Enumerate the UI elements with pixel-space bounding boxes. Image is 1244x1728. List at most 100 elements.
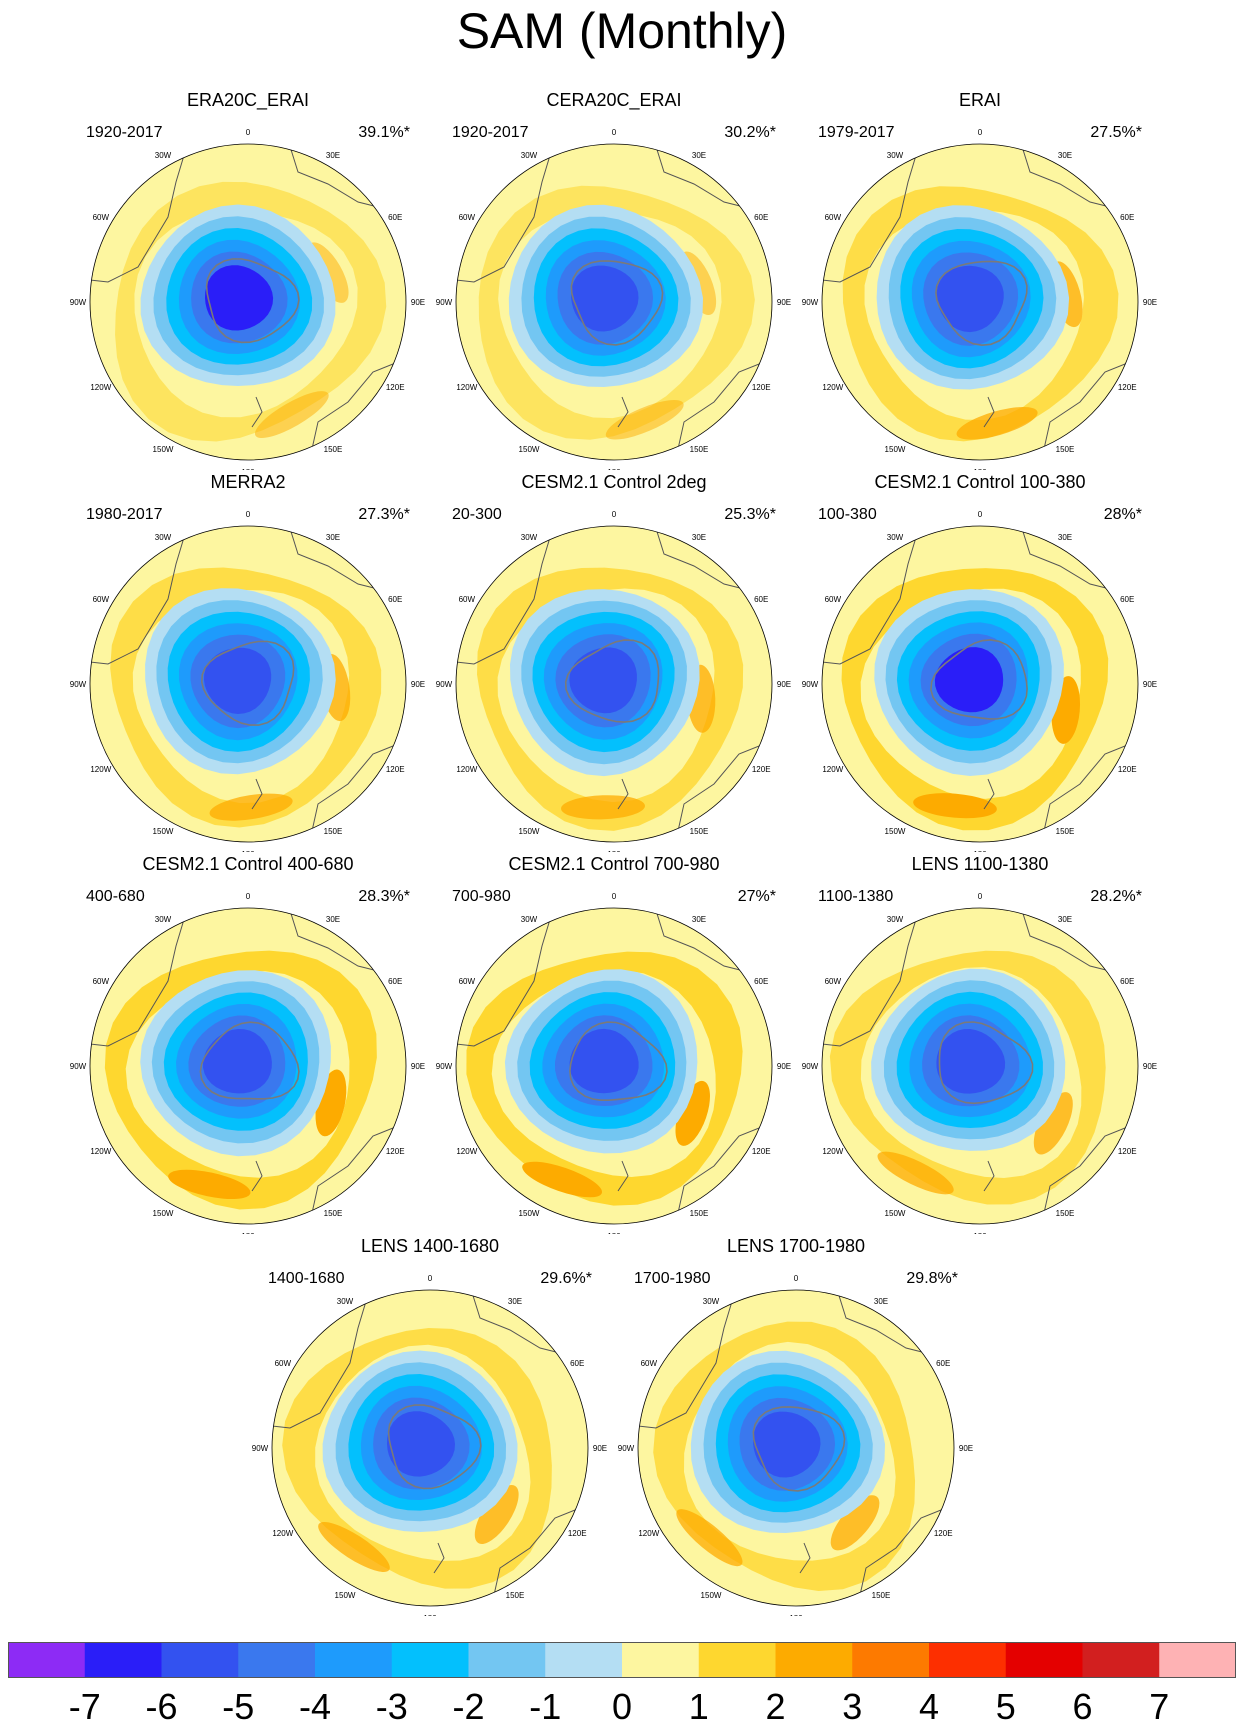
map-border bbox=[821, 525, 1139, 843]
longitude-label: 120E bbox=[386, 1147, 405, 1156]
longitude-label: 120W bbox=[822, 383, 843, 392]
africa-outline bbox=[835, 1290, 927, 1354]
colorbar-label: -4 bbox=[298, 1686, 331, 1727]
longitude-label: 30E bbox=[1058, 151, 1072, 160]
australia-outline bbox=[307, 743, 399, 842]
longitude-label: 30E bbox=[1058, 915, 1072, 924]
colorbar-swatch bbox=[852, 1642, 930, 1678]
longitude-label: 30E bbox=[874, 1297, 888, 1306]
longitude-label: 90W bbox=[70, 298, 87, 307]
colorbar-label: -2 bbox=[452, 1686, 485, 1727]
longitude-label: 30E bbox=[326, 915, 340, 924]
panel-period: 100-380 bbox=[818, 506, 877, 523]
longitude-label: 120E bbox=[568, 1529, 587, 1538]
australia-outline bbox=[1039, 361, 1131, 460]
longitude-label: 180 bbox=[241, 1232, 255, 1234]
longitude-label: 60E bbox=[754, 977, 768, 986]
longitude-label: 150W bbox=[153, 827, 174, 836]
longitude-label: 90W bbox=[436, 298, 453, 307]
panel-variance: 39.1%* bbox=[358, 124, 410, 141]
africa-outline bbox=[1019, 144, 1111, 208]
negative-anomaly-low bbox=[510, 589, 700, 777]
longitude-label: 150W bbox=[335, 1591, 356, 1600]
antarctica-coastline bbox=[205, 258, 300, 344]
negative-anomaly-low bbox=[874, 589, 1064, 776]
south-america-outline bbox=[90, 908, 189, 1047]
longitude-label: 60W bbox=[825, 595, 842, 604]
longitude-label: 90W bbox=[252, 1444, 269, 1453]
positive-anomaly-lobe bbox=[1033, 1092, 1073, 1155]
longitude-label: 60E bbox=[388, 213, 402, 222]
longitude-label: 120W bbox=[272, 1529, 293, 1538]
longitude-label: 150E bbox=[506, 1591, 525, 1600]
longitude-label: 60W bbox=[93, 595, 110, 604]
longitude-label: 150E bbox=[324, 445, 343, 454]
antarctica-coastline bbox=[564, 639, 660, 723]
antarctica-coastline bbox=[930, 639, 1028, 720]
south-america-outline bbox=[822, 144, 921, 283]
africa-outline bbox=[469, 1290, 561, 1354]
new-zealand-outline bbox=[251, 396, 263, 428]
longitude-label: 0 bbox=[612, 510, 617, 519]
longitude-label: 90E bbox=[777, 298, 791, 307]
colorbar-label: 0 bbox=[611, 1686, 633, 1727]
longitude-label: 180 bbox=[607, 1232, 621, 1234]
colorbar bbox=[8, 1642, 1236, 1678]
longitude-label: 150E bbox=[690, 445, 709, 454]
colorbar-label: 6 bbox=[1072, 1686, 1093, 1727]
africa-outline bbox=[653, 908, 745, 972]
south-america-outline bbox=[638, 1290, 737, 1429]
panel-period: 1980-2017 bbox=[86, 506, 163, 523]
colorbar-swatch bbox=[698, 1642, 776, 1678]
new-zealand-outline bbox=[433, 1542, 445, 1574]
antarctica-coastline bbox=[569, 1021, 668, 1101]
longitude-label: 120W bbox=[456, 383, 477, 392]
longitude-label: 90W bbox=[70, 680, 87, 689]
map-panel: 0 30E 60E 90E 120E 150E 180 150W 120W 90W 60W 30W ER… bbox=[68, 90, 428, 470]
longitude-label: 60W bbox=[93, 213, 110, 222]
longitude-label: 150W bbox=[519, 1209, 540, 1218]
panel-period: 1700-1980 bbox=[634, 1270, 711, 1287]
antarctica-coastline bbox=[570, 260, 664, 346]
longitude-label: 60W bbox=[275, 1359, 292, 1368]
panel-title: CESM2.1 Control 400-680 bbox=[142, 854, 354, 874]
map-panel: 0 30E 60E 90E 120E 150E 180 150W 120W 90W 60W 30W LE… bbox=[250, 1236, 610, 1616]
south-america-outline bbox=[90, 144, 189, 283]
polar-map: 0 30E 60E 90E 120E 150E 180 150W 120W 90W 60W 30W bbox=[70, 892, 425, 1234]
longitude-label: 120W bbox=[456, 765, 477, 774]
positive-anomaly-lobe bbox=[474, 1484, 519, 1545]
australia-outline bbox=[307, 361, 399, 460]
polar-map: 0 30E 60E 90E 120E 150E 180 150W 120W 90W 60W 30W bbox=[436, 510, 791, 852]
longitude-label: 30E bbox=[692, 151, 706, 160]
positive-anomaly-lobe bbox=[209, 793, 293, 821]
panel-period: 1400-1680 bbox=[268, 1270, 345, 1287]
australia-outline bbox=[307, 1125, 399, 1224]
south-america-outline bbox=[456, 526, 555, 665]
colorbar-label: 1 bbox=[688, 1686, 709, 1727]
polar-map: 0 30E 60E 90E 120E 150E 180 150W 120W 90W 60W 30W bbox=[70, 128, 425, 470]
panel-period: 1100-1380 bbox=[818, 888, 894, 905]
longitude-label: 90W bbox=[436, 1062, 453, 1071]
longitude-label: 30E bbox=[326, 151, 340, 160]
negative-anomaly-low bbox=[871, 968, 1066, 1151]
longitude-label: 60W bbox=[641, 1359, 658, 1368]
africa-outline bbox=[1019, 526, 1111, 590]
polar-map: 0 30E 60E 90E 120E 150E 180 150W 120W 90W 60W 30W bbox=[252, 1274, 607, 1616]
longitude-label: 30W bbox=[337, 1297, 354, 1306]
map-border bbox=[89, 907, 407, 1225]
panel-title: CESM2.1 Control 700-980 bbox=[508, 854, 720, 874]
positive-anomaly-lobe bbox=[877, 1151, 954, 1195]
longitude-label: 60W bbox=[825, 977, 842, 986]
map-panel: 0 30E 60E 90E 120E 150E 180 150W 120W 90W 60W 30W CE… bbox=[434, 472, 794, 852]
australia-outline bbox=[673, 1125, 765, 1224]
longitude-label: 90W bbox=[618, 1444, 635, 1453]
panel-variance: 27%* bbox=[737, 888, 776, 905]
new-zealand-outline bbox=[617, 778, 629, 810]
panel-title: CESM2.1 Control 100-380 bbox=[874, 472, 1086, 492]
new-zealand-outline bbox=[799, 1542, 811, 1574]
panel-title: LENS 1400-1680 bbox=[360, 1236, 500, 1256]
positive-anomaly-lobe bbox=[676, 1509, 743, 1567]
longitude-label: 180 bbox=[973, 468, 987, 470]
longitude-label: 150W bbox=[153, 1209, 174, 1218]
panel-variance: 28.2%* bbox=[1090, 888, 1142, 905]
